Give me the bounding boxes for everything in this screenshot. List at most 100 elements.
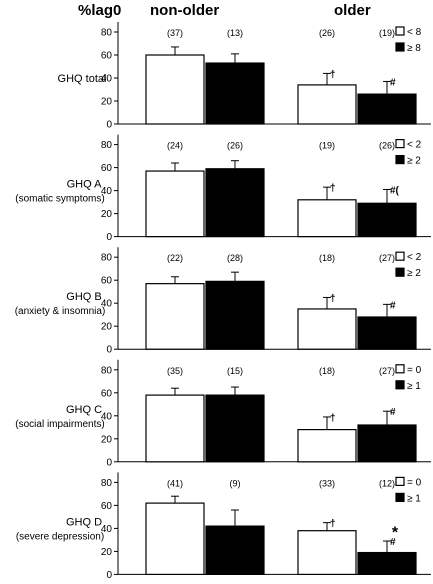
n-label: (24)	[167, 141, 183, 151]
panel-subtitle: (somatic symptoms)	[15, 194, 104, 205]
y-tick-label: 0	[106, 120, 112, 131]
y-tick-label: 80	[101, 140, 113, 151]
legend-label: < 2	[407, 252, 422, 263]
legend-label: ≥ 8	[407, 43, 421, 54]
legend-swatch	[395, 26, 405, 36]
y-tick-label: 40	[101, 411, 113, 422]
significance-mark: #	[390, 77, 396, 88]
y-tick-label: 60	[101, 51, 113, 62]
legend-label: ≥ 1	[407, 381, 421, 392]
bar	[357, 424, 417, 463]
n-label: (15)	[227, 366, 243, 376]
n-label: (26)	[379, 141, 395, 151]
significance-mark: #	[390, 407, 396, 418]
n-label: (28)	[227, 253, 243, 263]
y-tick-label: 80	[101, 28, 113, 39]
panel-subtitle: (anxiety & insomnia)	[15, 306, 106, 317]
legend-label: = 0	[407, 365, 422, 376]
n-label: (19)	[379, 28, 395, 38]
panel-title: GHQ D	[66, 516, 102, 528]
legend-label: = 0	[407, 477, 422, 488]
n-label: (37)	[167, 28, 183, 38]
y-tick-label: 80	[101, 478, 113, 489]
bar	[145, 54, 205, 125]
bar	[357, 93, 417, 125]
y-tick-label: 20	[101, 97, 113, 108]
n-label: (13)	[227, 28, 243, 38]
n-label: (27)	[379, 253, 395, 263]
bar	[357, 202, 417, 238]
panel-title: GHQ C	[66, 404, 102, 416]
bar	[297, 429, 357, 463]
n-label: (9)	[230, 478, 241, 488]
panel-subtitle: (social impairments)	[15, 419, 104, 430]
panel-title: GHQ A	[67, 179, 103, 191]
legend-swatch	[395, 267, 405, 277]
y-tick-label: 60	[101, 276, 113, 287]
significance-mark: #	[390, 537, 396, 548]
n-label: (22)	[167, 253, 183, 263]
panel-title: GHQ B	[66, 291, 101, 303]
n-label: (26)	[319, 28, 335, 38]
legend-swatch	[395, 380, 405, 390]
legend-swatch	[395, 251, 405, 261]
legend-swatch	[395, 155, 405, 165]
bar	[297, 308, 357, 350]
legend-label: < 8	[407, 27, 422, 38]
significance-mark: #	[390, 300, 396, 311]
y-tick-label: 60	[101, 163, 113, 174]
bar	[297, 199, 357, 238]
legend-swatch	[395, 492, 405, 502]
bar	[297, 530, 357, 576]
bar	[205, 280, 265, 350]
n-label: (33)	[319, 478, 335, 488]
significance-mark: †	[330, 293, 336, 304]
bar	[357, 316, 417, 350]
n-label: (26)	[227, 141, 243, 151]
significance-mark: †	[330, 183, 336, 194]
y-tick-label: 40	[101, 524, 113, 535]
significance-annotation: *	[392, 525, 399, 542]
group-label-older: older	[334, 2, 371, 19]
bar	[357, 551, 417, 575]
panel-title: GHQ total	[58, 73, 107, 85]
significance-mark: †	[330, 519, 336, 530]
bar	[145, 170, 205, 238]
bar	[205, 525, 265, 575]
legend-label: ≥ 2	[407, 268, 421, 279]
legend-swatch	[395, 139, 405, 149]
y-tick-label: 60	[101, 501, 113, 512]
y-tick-label: 20	[101, 322, 113, 333]
n-label: (41)	[167, 478, 183, 488]
significance-mark: #(	[390, 185, 400, 196]
bar	[205, 62, 265, 125]
legend-label: ≥ 2	[407, 156, 421, 167]
group-label-non-older: non-older	[150, 2, 220, 19]
bar	[205, 168, 265, 238]
n-label: (27)	[379, 366, 395, 376]
y-tick-label: 40	[101, 299, 113, 310]
legend-label: < 2	[407, 140, 422, 151]
bar	[145, 283, 205, 350]
significance-mark: †	[330, 413, 336, 424]
panel-subtitle: (severe depression)	[16, 531, 104, 542]
y-tick-label: 20	[101, 547, 113, 558]
legend-swatch	[395, 476, 405, 486]
n-label: (35)	[167, 366, 183, 376]
y-tick-label: 80	[101, 253, 113, 264]
y-axis-unit-label: %lag0	[78, 2, 122, 19]
legend-label: ≥ 1	[407, 493, 421, 504]
y-tick-label: 0	[106, 232, 112, 243]
y-tick-label: 0	[106, 457, 112, 468]
y-tick-label: 0	[106, 345, 112, 356]
bar	[205, 394, 265, 463]
n-label: (18)	[319, 366, 335, 376]
n-label: (19)	[319, 141, 335, 151]
bar	[145, 502, 205, 576]
y-tick-label: 40	[101, 74, 113, 85]
y-tick-label: 20	[101, 209, 113, 220]
bar	[297, 84, 357, 125]
y-tick-label: 40	[101, 186, 113, 197]
legend-swatch	[395, 42, 405, 52]
significance-mark: †	[330, 69, 336, 80]
